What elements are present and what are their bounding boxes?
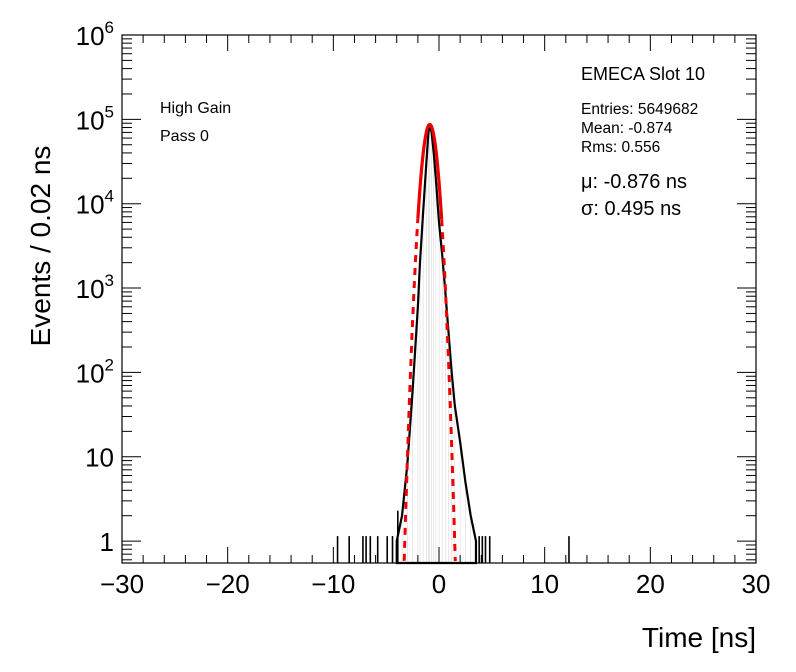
y-axis-title: Events / 0.02 ns	[25, 146, 56, 347]
x-tick-label: −10	[311, 569, 355, 599]
entries-stat: Entries: 5649682	[581, 101, 698, 118]
y-tick-label: 1	[100, 527, 114, 557]
fit-curve	[416, 122, 444, 220]
slot-title: EMECA Slot 10	[581, 64, 705, 84]
rms-stat: Rms: 0.556	[581, 139, 660, 156]
y-tick-label: 105	[76, 102, 114, 135]
y-tick-label: 103	[76, 271, 114, 304]
gain-label: High Gain	[160, 100, 231, 117]
fit-mu-label: μ: -0.876 ns	[581, 171, 687, 193]
histogram-envelope	[395, 124, 478, 565]
axis-ticks	[121, 34, 757, 563]
y-tick-label: 102	[76, 355, 114, 388]
x-tick-labels: −30 −20 −10 0 10 20 30	[100, 569, 771, 599]
x-tick-label: −30	[100, 569, 144, 599]
fit-right-extrapolation	[440, 219, 457, 562]
gaussian-fit-series	[402, 122, 457, 562]
y-tick-label: 106	[76, 18, 114, 51]
x-tick-label: −20	[206, 569, 250, 599]
fit-sigma-label: σ: 0.495 ns	[581, 198, 681, 220]
y-tick-labels: 1 10 102 103 104 105 106	[76, 18, 114, 557]
x-tick-label: 10	[530, 569, 559, 599]
y-tick-label: 104	[76, 187, 114, 220]
fit-left-extrapolation	[402, 218, 420, 561]
mean-stat: Mean: -0.874	[581, 120, 673, 137]
x-tick-label: 0	[432, 569, 446, 599]
histogram-series	[336, 124, 570, 565]
x-tick-label: 30	[742, 569, 771, 599]
pass-label: Pass 0	[160, 128, 209, 145]
x-tick-label: 20	[636, 569, 665, 599]
x-axis-title: Time [ns]	[642, 622, 756, 653]
y-tick-label: 10	[85, 443, 114, 473]
